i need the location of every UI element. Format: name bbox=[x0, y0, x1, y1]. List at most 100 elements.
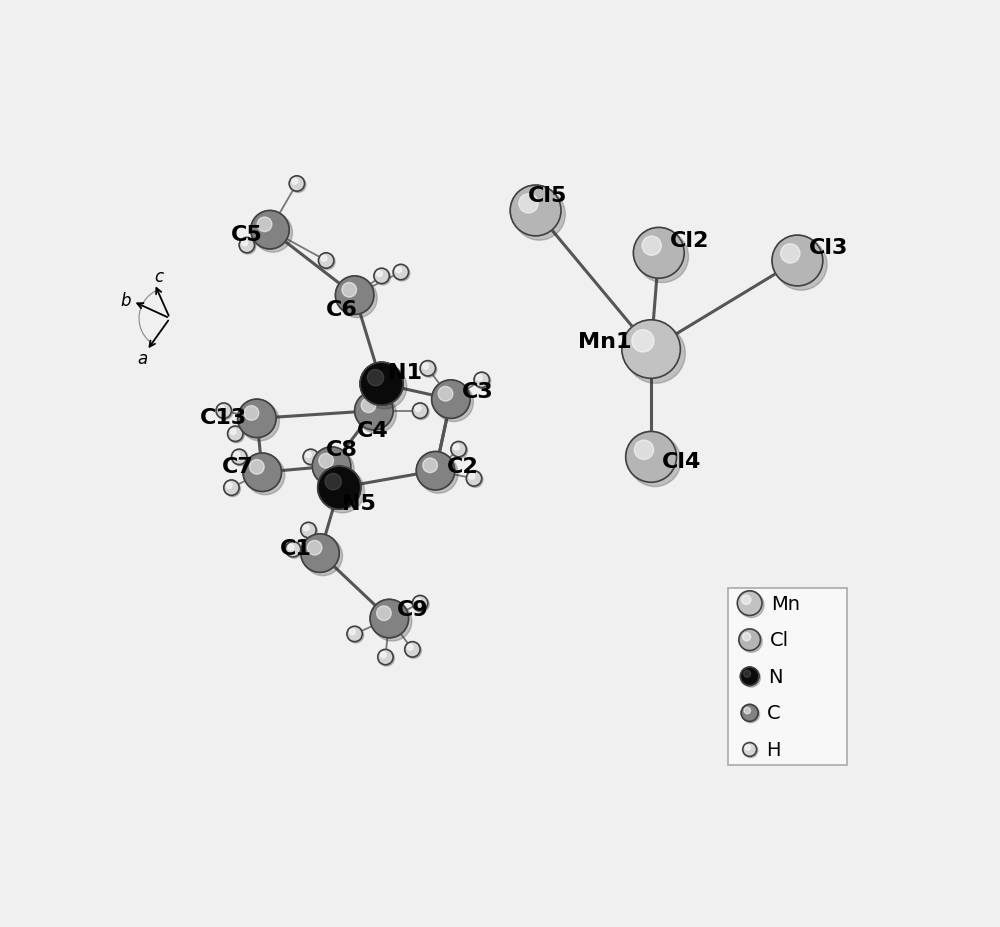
Circle shape bbox=[413, 597, 429, 613]
Circle shape bbox=[642, 236, 661, 256]
Circle shape bbox=[742, 668, 760, 688]
Circle shape bbox=[219, 406, 225, 412]
Circle shape bbox=[740, 630, 762, 653]
Circle shape bbox=[407, 644, 413, 651]
Circle shape bbox=[466, 471, 482, 487]
Circle shape bbox=[303, 537, 343, 576]
Circle shape bbox=[250, 460, 264, 475]
Circle shape bbox=[406, 643, 421, 659]
Text: C6: C6 bbox=[326, 299, 357, 320]
Circle shape bbox=[253, 214, 292, 253]
Circle shape bbox=[318, 466, 361, 510]
Circle shape bbox=[405, 642, 420, 657]
Circle shape bbox=[240, 402, 279, 441]
Circle shape bbox=[379, 651, 394, 667]
Circle shape bbox=[634, 440, 654, 460]
Circle shape bbox=[342, 283, 357, 298]
Circle shape bbox=[226, 483, 232, 489]
Text: C2: C2 bbox=[447, 457, 478, 476]
Circle shape bbox=[385, 373, 401, 388]
Circle shape bbox=[743, 633, 751, 641]
Circle shape bbox=[740, 667, 759, 686]
Circle shape bbox=[419, 454, 458, 494]
Circle shape bbox=[775, 239, 827, 291]
Text: C7: C7 bbox=[222, 457, 254, 476]
Circle shape bbox=[367, 370, 384, 387]
Circle shape bbox=[370, 600, 409, 638]
Circle shape bbox=[741, 705, 758, 721]
Circle shape bbox=[632, 330, 654, 352]
Circle shape bbox=[318, 254, 334, 269]
Circle shape bbox=[242, 241, 248, 247]
Circle shape bbox=[633, 228, 684, 279]
Circle shape bbox=[319, 255, 335, 271]
Circle shape bbox=[412, 596, 428, 611]
Circle shape bbox=[289, 177, 305, 192]
FancyBboxPatch shape bbox=[728, 588, 847, 765]
Circle shape bbox=[743, 743, 757, 756]
Circle shape bbox=[292, 179, 298, 185]
Circle shape bbox=[357, 395, 396, 434]
Circle shape bbox=[396, 268, 402, 273]
Circle shape bbox=[510, 185, 561, 236]
Circle shape bbox=[742, 595, 751, 604]
Text: C1: C1 bbox=[279, 539, 311, 558]
Circle shape bbox=[744, 707, 751, 714]
Circle shape bbox=[312, 448, 351, 486]
Circle shape bbox=[246, 456, 285, 495]
Circle shape bbox=[386, 374, 402, 389]
Circle shape bbox=[477, 375, 482, 381]
Circle shape bbox=[739, 592, 764, 618]
Circle shape bbox=[240, 239, 256, 255]
Text: C13: C13 bbox=[200, 407, 247, 427]
Text: Cl5: Cl5 bbox=[527, 185, 567, 206]
Circle shape bbox=[420, 362, 436, 376]
Circle shape bbox=[742, 705, 760, 723]
Text: C5: C5 bbox=[231, 224, 263, 245]
Circle shape bbox=[438, 387, 453, 401]
Circle shape bbox=[744, 743, 758, 757]
Circle shape bbox=[452, 443, 468, 459]
Text: C8: C8 bbox=[326, 439, 357, 460]
Circle shape bbox=[304, 451, 320, 466]
Circle shape bbox=[348, 628, 364, 643]
Text: Cl2: Cl2 bbox=[670, 231, 709, 250]
Circle shape bbox=[243, 453, 282, 492]
Circle shape bbox=[474, 373, 489, 388]
Circle shape bbox=[301, 534, 339, 573]
Circle shape bbox=[234, 452, 240, 458]
Text: N5: N5 bbox=[342, 493, 375, 514]
Circle shape bbox=[335, 276, 374, 315]
Circle shape bbox=[232, 451, 248, 466]
Circle shape bbox=[744, 670, 751, 678]
Text: N1: N1 bbox=[388, 362, 422, 383]
Circle shape bbox=[325, 474, 341, 490]
Circle shape bbox=[739, 629, 760, 651]
Circle shape bbox=[622, 321, 680, 379]
Circle shape bbox=[469, 474, 475, 479]
Text: C9: C9 bbox=[397, 600, 428, 619]
Circle shape bbox=[415, 599, 421, 604]
Circle shape bbox=[228, 426, 243, 442]
Circle shape bbox=[361, 399, 376, 413]
Circle shape bbox=[230, 429, 236, 435]
Circle shape bbox=[413, 404, 429, 420]
Circle shape bbox=[355, 392, 393, 430]
Circle shape bbox=[307, 540, 322, 555]
Circle shape bbox=[216, 403, 231, 419]
Text: c: c bbox=[154, 268, 163, 286]
Text: C3: C3 bbox=[462, 382, 494, 402]
Circle shape bbox=[286, 543, 302, 559]
Text: C4: C4 bbox=[356, 421, 388, 440]
Circle shape bbox=[772, 235, 823, 286]
Circle shape bbox=[238, 400, 276, 438]
Circle shape bbox=[319, 454, 333, 468]
Circle shape bbox=[519, 195, 538, 214]
Circle shape bbox=[338, 279, 377, 318]
Circle shape bbox=[434, 383, 473, 422]
Circle shape bbox=[347, 627, 362, 642]
Text: Cl3: Cl3 bbox=[809, 238, 848, 258]
Circle shape bbox=[415, 406, 421, 412]
Circle shape bbox=[306, 452, 312, 458]
Circle shape bbox=[373, 603, 412, 641]
